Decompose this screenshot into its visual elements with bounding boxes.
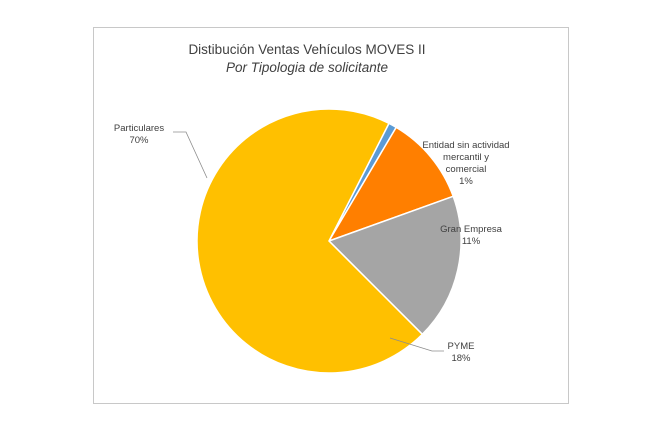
- leader-line-3: [389, 337, 444, 352]
- data-label-name: Entidad sin actividad: [422, 140, 509, 151]
- pie-slices: [196, 108, 462, 374]
- chart-frame: Distibución Ventas Vehículos MOVES II Po…: [93, 27, 569, 404]
- data-label-name: Particulares: [114, 123, 164, 134]
- leader-line-4: [173, 131, 208, 179]
- data-label-percent: 18%: [451, 353, 471, 364]
- pie-slice-3: [327, 195, 462, 336]
- pie-chart: Distibución Ventas Vehículos MOVES II Po…: [114, 42, 510, 374]
- data-label-name: comercial: [446, 164, 487, 175]
- data-label-percent: 11%: [462, 236, 481, 247]
- data-label-percent: 70%: [129, 135, 149, 146]
- data-label-name: PYME: [448, 341, 475, 352]
- chart-subtitle: Por Tipologia de solicitante: [226, 60, 388, 75]
- chart-title: Distibución Ventas Vehículos MOVES II: [188, 42, 425, 57]
- data-label-name: mercantil y: [443, 152, 489, 163]
- pie-slice-2: [327, 126, 455, 243]
- pie-slice-4: [196, 108, 424, 374]
- data-label-percent: 1%: [459, 176, 473, 187]
- data-label-name: Gran Empresa: [440, 224, 502, 235]
